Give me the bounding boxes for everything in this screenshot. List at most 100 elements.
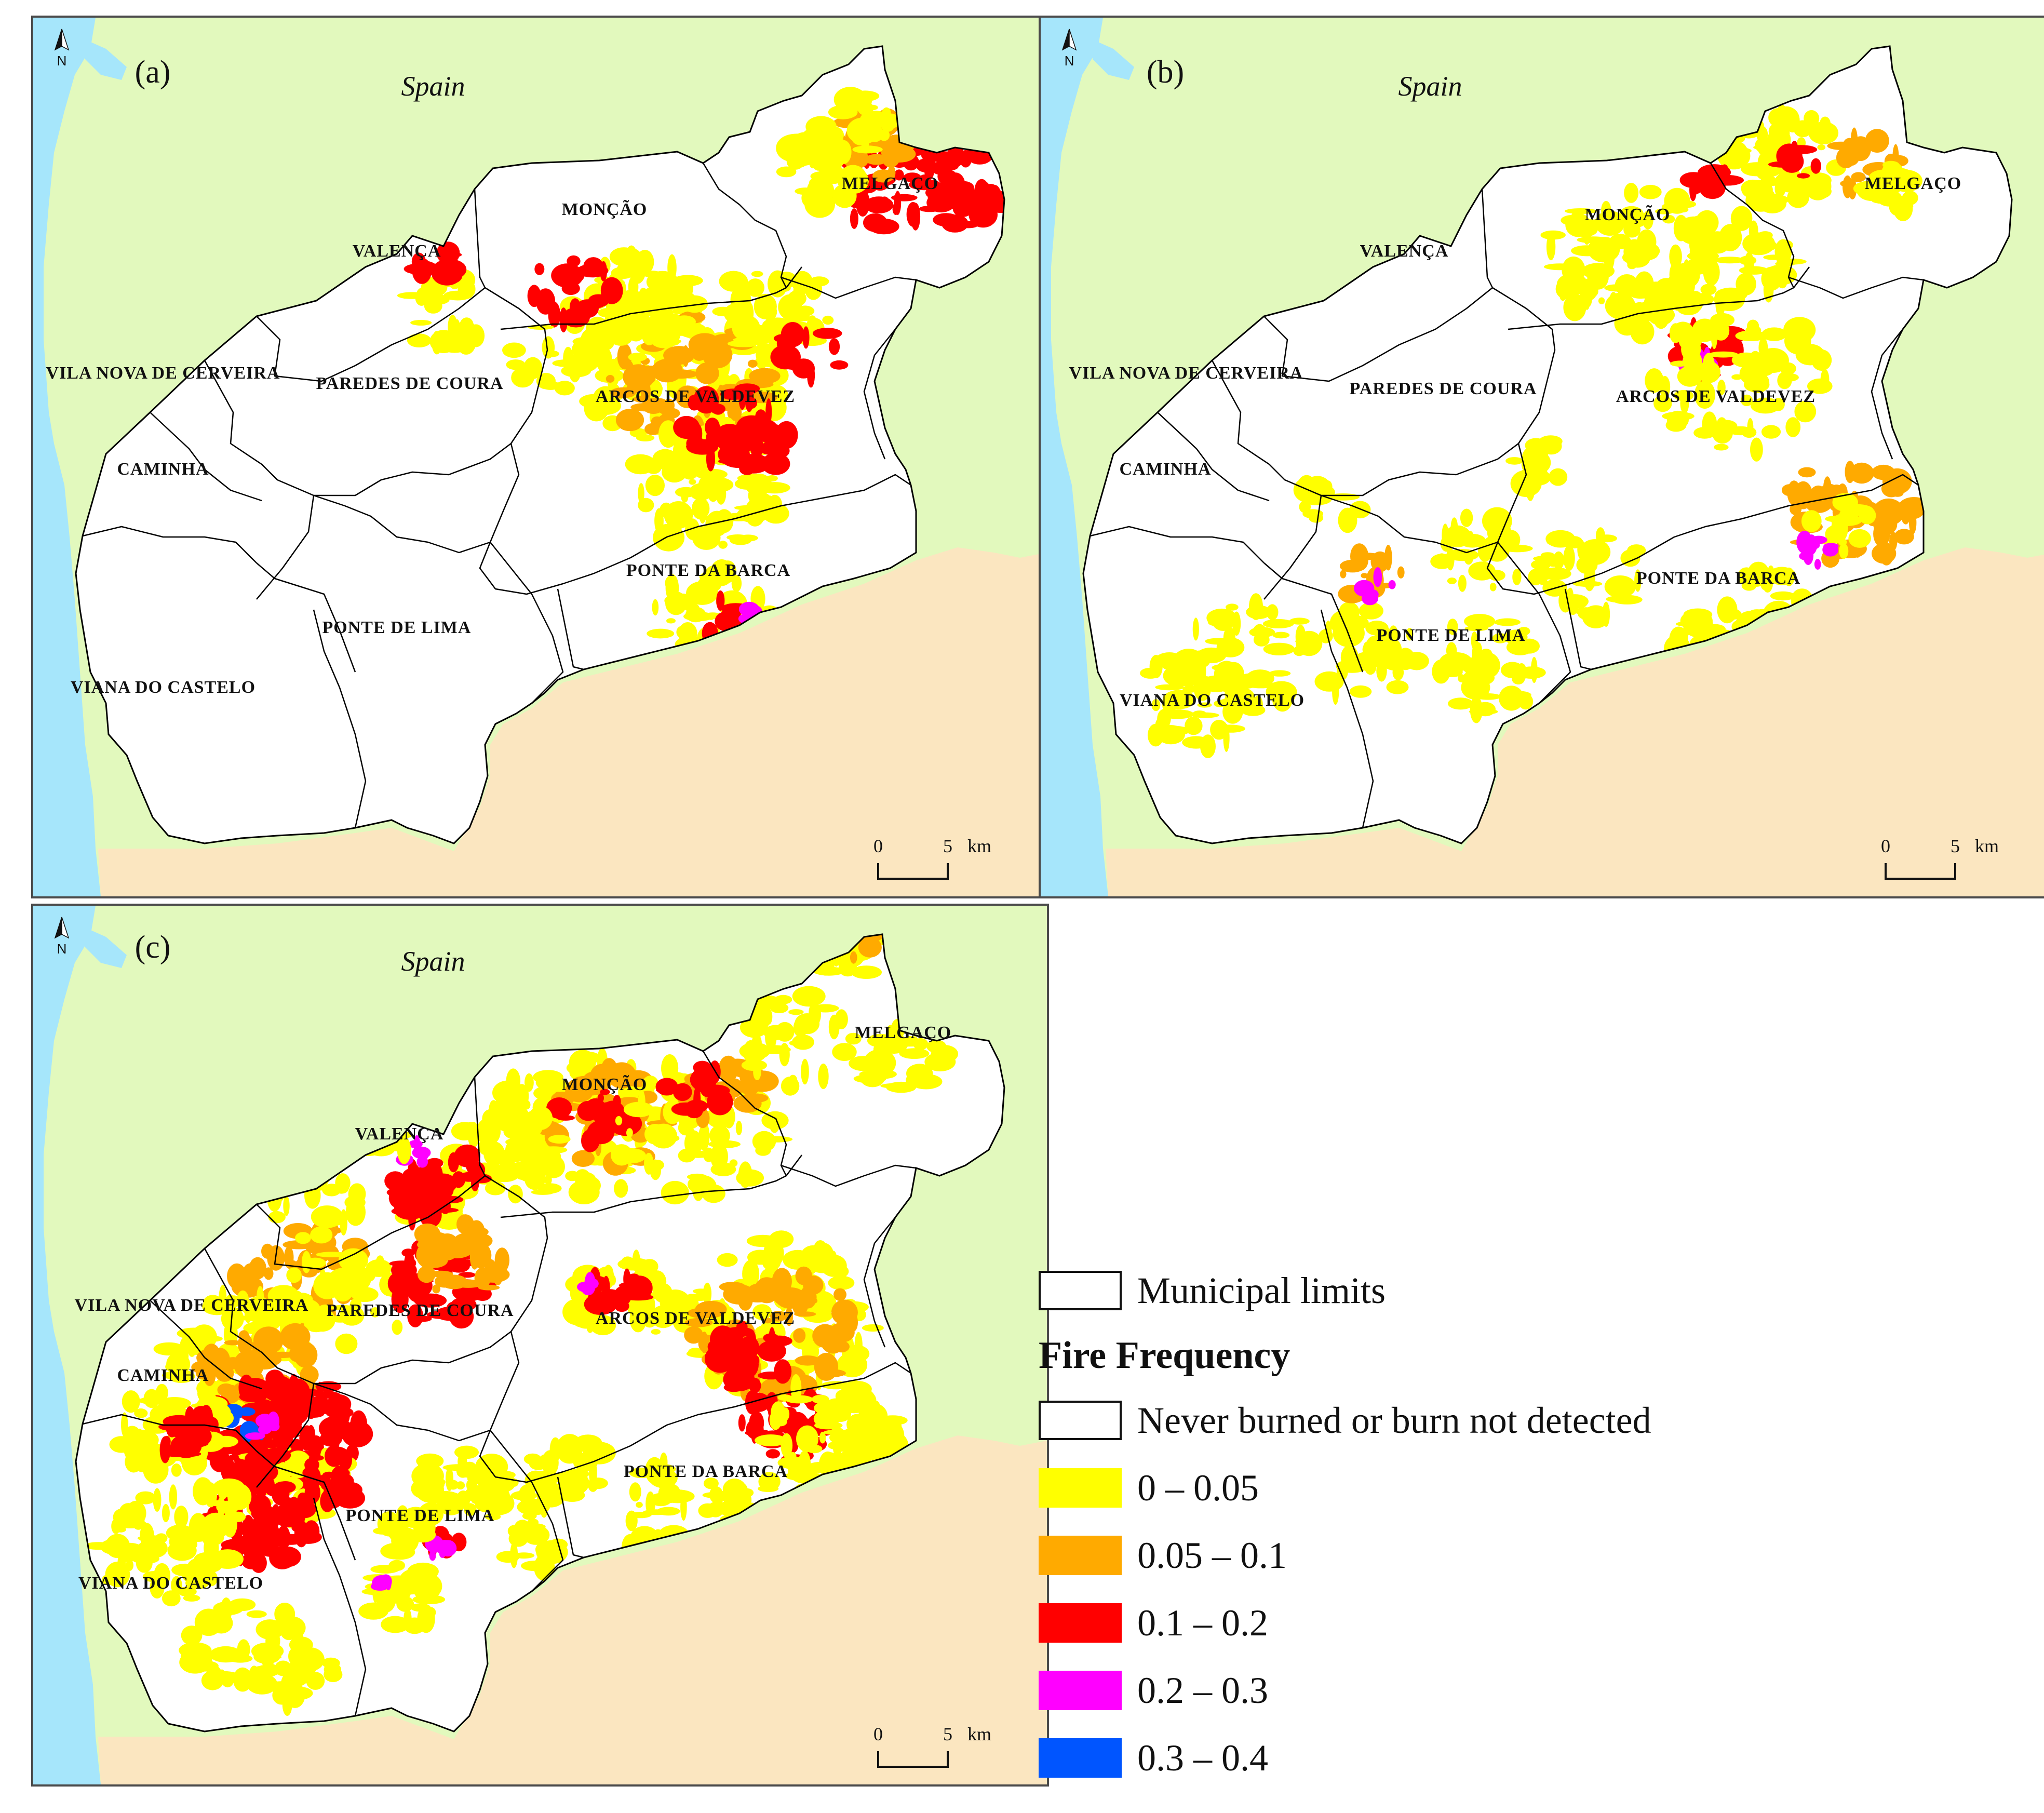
burn-patch (652, 599, 659, 616)
legend-class-row: 0 – 0.05 (1039, 1454, 2025, 1522)
burn-patch (1823, 476, 1832, 502)
municipal-border (256, 562, 356, 673)
burn-patch (851, 90, 880, 102)
burn-patch (1489, 583, 1497, 592)
burn-patch (942, 214, 969, 233)
burn-patch (707, 483, 719, 502)
burn-patch (1872, 464, 1895, 480)
burn-patch (179, 1642, 212, 1658)
burn-patch (271, 1532, 279, 1542)
burn-patch (583, 257, 603, 275)
burn-patch (743, 1040, 758, 1064)
burn-patch (1226, 603, 1239, 611)
municipal-border (474, 189, 486, 288)
burn-patch (1404, 652, 1429, 670)
burn-patch (1714, 444, 1729, 451)
burn-patch (1494, 618, 1521, 626)
burn-patch (651, 1329, 661, 1335)
burn-patch (529, 1457, 548, 1470)
burn-patch (813, 1240, 827, 1258)
burn-patch (1185, 716, 1203, 735)
burn-patch (195, 1410, 203, 1436)
burn-patch (615, 409, 644, 432)
municipality-label-viana: VIANA DO CASTELO (71, 678, 256, 697)
municipal-border (1497, 542, 1571, 704)
burn-patch (738, 1161, 752, 1188)
burn-patch (437, 1492, 465, 1515)
municipal-border (256, 1383, 315, 1488)
municipality-label-paredes: PAREDES DE COURA (326, 1301, 514, 1320)
burn-patch (615, 1116, 623, 1125)
legend-class-swatch (1039, 1738, 1122, 1778)
burn-patch (1155, 684, 1185, 691)
burn-patch (179, 1527, 198, 1539)
burn-patches (397, 87, 1004, 668)
burn-patch (717, 1253, 738, 1267)
burn-patch (703, 1478, 719, 1489)
burn-patch (661, 1054, 679, 1082)
burn-patch (162, 1371, 189, 1380)
burn-patch (1780, 362, 1796, 375)
burn-patch (260, 1642, 275, 1669)
burn-patch (636, 434, 655, 441)
burn-patch (1517, 666, 1546, 679)
burn-patch (1717, 293, 1737, 306)
burn-patch (140, 1523, 154, 1548)
burn-patch (220, 1597, 232, 1622)
burn-patch (1458, 674, 1466, 682)
burn-patch (747, 359, 758, 368)
legend-class-label: 0.05 – 0.1 (1137, 1534, 1287, 1576)
municipal-border (150, 1300, 262, 1390)
burn-patch (339, 1248, 368, 1272)
burn-patch (820, 1324, 835, 1335)
legend-municipal-limits-swatch (1039, 1271, 1122, 1310)
burn-patch (814, 1352, 839, 1381)
burn-patch (333, 1399, 348, 1407)
region-area (76, 46, 1004, 843)
burn-patch (1763, 254, 1786, 260)
burn-patch (429, 1551, 436, 1561)
burn-patch (1253, 633, 1270, 647)
burn-patch (1785, 417, 1801, 437)
burn-patch (302, 1251, 311, 1273)
burn-patch (1492, 633, 1509, 643)
municipality-label-arcos: ARCOS DE VALDEVEZ (596, 1309, 795, 1328)
burn-patch (1162, 690, 1196, 709)
burn-patch (642, 370, 663, 377)
burn-patch (288, 1647, 301, 1665)
burn-patch (514, 1520, 531, 1535)
burn-patch (1363, 641, 1375, 652)
burn-patch (665, 369, 698, 379)
burn-patch (325, 1445, 344, 1467)
burn-patch (442, 1219, 455, 1229)
burn-patch (277, 1497, 295, 1506)
portugal-south-territory (98, 1435, 1047, 1784)
burn-patch (1211, 613, 1232, 620)
burn-patch (422, 294, 450, 305)
burn-patch (253, 1326, 284, 1354)
burn-patch (677, 456, 688, 477)
burn-patch (191, 1324, 217, 1350)
burn-patch (335, 1333, 358, 1354)
burn-patch (705, 1345, 735, 1373)
burn-patch (626, 383, 646, 394)
spain-label: Spain (401, 71, 465, 102)
legend-title: Fire Frequency (1039, 1334, 1290, 1377)
burn-patch (647, 628, 675, 639)
burn-patch (751, 271, 763, 277)
municipality-label-viana: VIANA DO CASTELO (1120, 691, 1305, 710)
burn-patch (738, 534, 758, 542)
north-label: N (57, 53, 67, 69)
burn-patch (1754, 351, 1777, 377)
burn-patch (703, 1147, 715, 1162)
map-c-svg: MELGAÇO MONÇÃO VALENÇA VILA NOVA DE CERVEIR… (33, 906, 1047, 1784)
burn-patch (416, 1453, 444, 1469)
burn-patch (693, 386, 719, 414)
burn-patch (1241, 673, 1256, 684)
burn-patch (781, 1076, 800, 1096)
burn-patch (1488, 570, 1505, 581)
burn-patch (642, 271, 662, 278)
burn-patch (628, 276, 639, 298)
burn-patch (548, 1135, 571, 1144)
burn-patch (1750, 437, 1763, 462)
